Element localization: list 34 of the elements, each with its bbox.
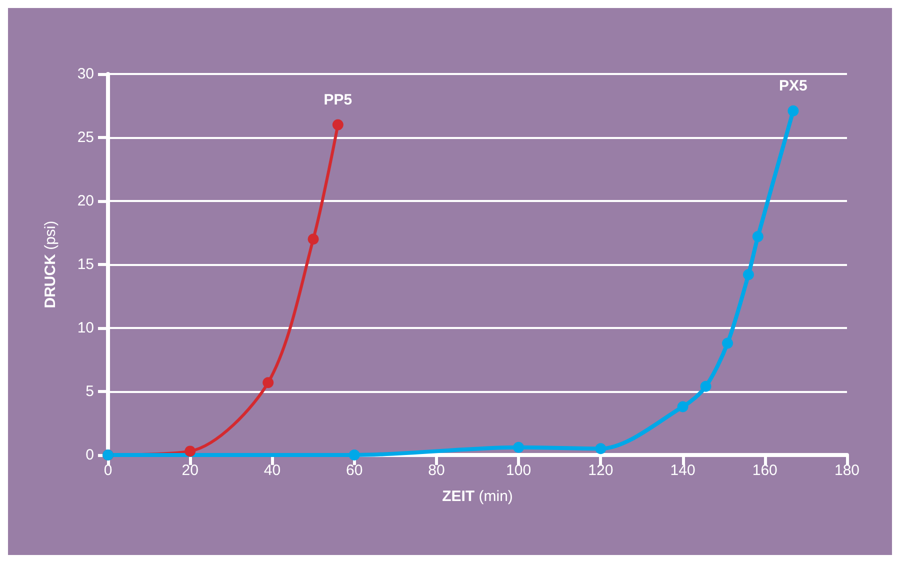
point	[184, 446, 196, 457]
y-tick-label: 20	[77, 192, 94, 210]
point	[595, 443, 606, 454]
series-label: PX5	[779, 77, 808, 94]
point	[700, 380, 712, 392]
x-tick-label: 20	[182, 462, 198, 479]
series-label: PP5	[324, 91, 352, 108]
x-tick-label: 60	[346, 462, 363, 479]
y-tick-label: 0	[86, 446, 94, 464]
x-tick-label: 120	[588, 462, 614, 479]
point	[262, 377, 274, 388]
point	[722, 338, 734, 349]
x-tick-label: 180	[834, 462, 860, 479]
x-tick-label: 140	[670, 462, 696, 479]
y-tick-label: 30	[77, 66, 94, 82]
x-tick-label: 100	[506, 462, 532, 479]
y-axis-title: DRUCK (psi)	[42, 220, 59, 308]
point	[788, 105, 799, 116]
x-tick-label: 160	[752, 462, 778, 479]
point	[348, 450, 360, 460]
x-tick-label: 0	[104, 462, 112, 479]
point	[742, 269, 754, 280]
y-tick-label: 10	[77, 320, 94, 336]
x-tick-label: 80	[428, 462, 445, 479]
point	[513, 442, 524, 453]
x-tick-label: 40	[264, 462, 281, 479]
y-tick-label: 5	[86, 383, 94, 400]
point	[332, 119, 344, 130]
y-tick-label: 15	[77, 256, 94, 273]
point	[752, 231, 764, 242]
x-axis-title: ZEIT (min)	[442, 488, 513, 505]
y-tick-label: 25	[77, 129, 94, 146]
point	[677, 401, 688, 412]
point	[308, 234, 319, 245]
